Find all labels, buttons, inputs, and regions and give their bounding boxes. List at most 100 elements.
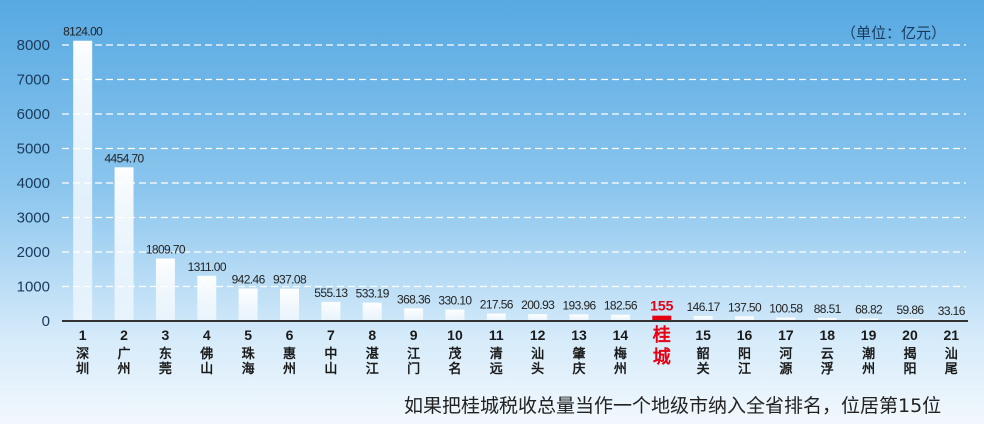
x-category-char: 潮 <box>862 346 875 362</box>
y-tick-label: 0 <box>42 313 50 330</box>
x-category-char: 河 <box>779 346 792 362</box>
x-category-char: 莞 <box>159 361 172 377</box>
y-tick-label: 8000 <box>17 37 50 54</box>
data-label: 1809.70 <box>146 243 186 257</box>
data-label: 1311.00 <box>188 260 227 274</box>
bar <box>197 275 217 321</box>
data-label: 193.96 <box>562 298 596 312</box>
bar <box>362 302 382 321</box>
y-axis: 0 1000 2000 3000 4000 5000 6000 7000 8000 <box>17 37 50 330</box>
x-category-char: 深 <box>76 346 89 362</box>
x-rank-label: 11 <box>489 327 504 343</box>
x-rank-label: 8 <box>368 327 376 343</box>
data-label: 100.58 <box>769 302 803 316</box>
x-category-char: 东 <box>159 346 172 362</box>
x-rank-label: 7 <box>327 327 335 343</box>
x-category-char: 佛 <box>199 346 213 362</box>
bar <box>817 317 837 321</box>
data-label: 533.19 <box>356 287 390 301</box>
bar <box>73 40 93 322</box>
data-label: 330.10 <box>438 294 472 308</box>
x-rank-label: 19 <box>861 327 877 343</box>
x-rank-label: 14 <box>613 327 629 343</box>
x-category-char: 江 <box>407 346 420 362</box>
x-rank-label: 16 <box>737 327 753 343</box>
x-rank-label: 21 <box>944 327 960 343</box>
y-tick-label: 1000 <box>17 279 50 296</box>
bar <box>321 301 341 321</box>
data-label: 368.36 <box>397 292 431 306</box>
x-category-char: 江 <box>738 361 751 377</box>
bar <box>404 308 424 321</box>
x-category-char: 远 <box>490 362 503 377</box>
x-rank-label: 2 <box>120 327 128 343</box>
unit-label: （单位：亿元） <box>840 24 946 42</box>
x-category-char: 庆 <box>572 361 586 377</box>
x-category-char: 汕 <box>945 346 958 362</box>
x-category-char: 珠 <box>242 346 256 362</box>
x-category-char: 广 <box>118 346 131 362</box>
data-label: 137.50 <box>728 300 762 314</box>
data-label: 555.13 <box>314 286 348 300</box>
x-category-char: 韶 <box>697 346 710 362</box>
x-category-char: 揭 <box>903 346 916 362</box>
x-category-char: 州 <box>613 362 627 377</box>
x-category-char: 茂 <box>448 346 461 362</box>
x-rank-label: 6 <box>286 327 294 343</box>
x-rank-label: 18 <box>819 327 835 343</box>
bar <box>735 316 754 321</box>
x-rank-label: 9 <box>410 327 418 343</box>
x-rank-label: 12 <box>530 327 546 343</box>
x-category-char: 圳 <box>76 361 89 377</box>
x-category-char: 名 <box>448 361 461 377</box>
x-rank-label: 17 <box>778 327 794 343</box>
x-category-char: 梅 <box>614 346 627 362</box>
x-rank-label: 1 <box>79 327 87 343</box>
x-axis: 1深圳2广州3东莞4佛山5珠海6惠州7中山8湛江9江门10茂名11清远12汕头1… <box>62 320 968 377</box>
x-category-char: 浮 <box>821 361 834 377</box>
data-label: 59.86 <box>896 303 924 317</box>
x-rank-label: 20 <box>902 327 918 343</box>
x-category-char: 中 <box>324 346 337 362</box>
x-category-char: 源 <box>779 361 792 377</box>
x-rank-label: 10 <box>447 327 463 343</box>
bar <box>900 318 920 321</box>
data-label: 200.93 <box>521 298 555 312</box>
bar <box>569 314 589 321</box>
x-category-char: 云 <box>821 347 834 362</box>
data-label: 8124.00 <box>63 25 103 39</box>
x-category-char: 关 <box>697 361 710 377</box>
x-rank-label: 15 <box>695 327 711 343</box>
bar <box>445 309 465 321</box>
bar-highlight <box>652 315 672 321</box>
bars <box>73 40 961 322</box>
data-label: 942.46 <box>232 272 266 286</box>
x-category-char: 江 <box>366 361 379 377</box>
x-category-char-highlight: 桂 <box>652 324 671 346</box>
x-category-char: 阳 <box>903 362 916 377</box>
data-label: 33.16 <box>938 304 966 318</box>
bar <box>155 258 175 321</box>
x-category-char: 阳 <box>738 347 751 362</box>
data-label: 68.82 <box>855 303 883 317</box>
x-rank-label: 4 <box>203 327 211 343</box>
y-tick-label: 3000 <box>17 210 50 227</box>
x-category-char: 头 <box>531 361 544 377</box>
x-category-char: 州 <box>117 362 131 377</box>
bar <box>859 318 879 321</box>
bar <box>238 288 258 321</box>
y-tick-label: 6000 <box>17 106 50 123</box>
bar <box>280 288 299 321</box>
y-tick-label: 5000 <box>17 141 50 158</box>
x-category-char: 州 <box>861 362 875 377</box>
x-category-char-highlight: 城 <box>653 346 671 368</box>
data-label: 155 <box>650 298 674 314</box>
bar <box>114 167 134 321</box>
x-category-char: 肇 <box>572 346 587 362</box>
x-rank-label: 5 <box>244 327 252 343</box>
y-tick-label: 2000 <box>17 244 50 261</box>
x-category-char: 尾 <box>945 362 958 377</box>
